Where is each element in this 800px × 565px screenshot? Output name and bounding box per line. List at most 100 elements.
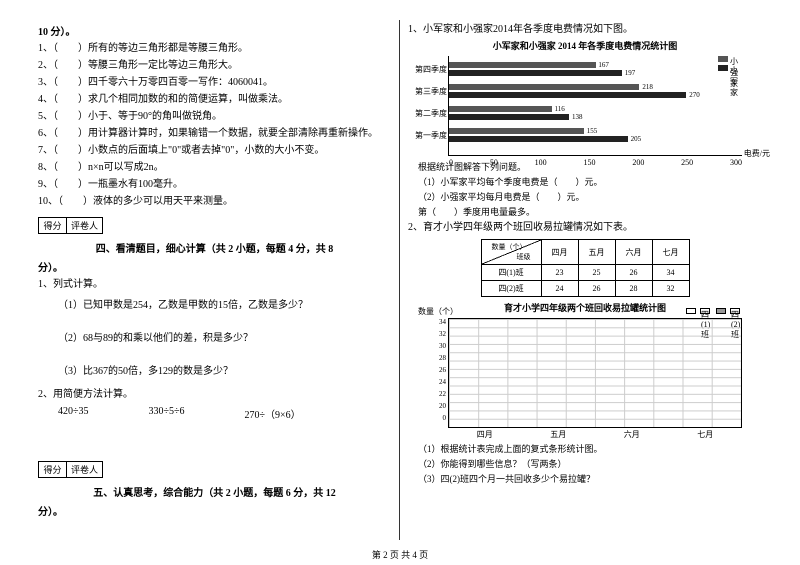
- calc-row: 420÷35 330÷5÷6 270÷（9×6）: [38, 406, 391, 421]
- bar-label: 第三季度: [411, 86, 447, 97]
- bar: [449, 114, 569, 120]
- score-box: 得分 评卷人: [38, 217, 103, 234]
- bar: [449, 84, 639, 90]
- grid-y-tick: 32: [430, 330, 446, 338]
- bar-value: 270: [689, 91, 700, 99]
- bar-value: 167: [598, 61, 609, 69]
- calc-c: 270÷（9×6）: [244, 406, 300, 421]
- table-header: 七月: [652, 240, 689, 265]
- bar-label: 第四季度: [411, 64, 447, 75]
- data-table: 数量（个）班级四月五月六月七月四(1)班23252634四(2)班2426283…: [481, 239, 690, 297]
- chart-title: 小军家和小强家 2014 年各季度电费情况统计图: [408, 39, 762, 52]
- x-tick: 50: [490, 158, 498, 167]
- grid-x-tick: 五月: [550, 429, 566, 440]
- judge-list: 1、（ ）所有的等边三角形都是等腰三角形。 2、（ ）等腰三角形一定比等边三角形大…: [38, 41, 391, 209]
- x-tick: 200: [632, 158, 644, 167]
- q1-title: 1、列式计算。: [38, 277, 391, 292]
- right-column: 1、小军家和小强家2014年各季度电费情况如下图。 小军家和小强家 2014 年…: [400, 20, 770, 540]
- calc-a: 420÷35: [58, 406, 89, 421]
- legend-swatch-a: [718, 56, 728, 62]
- legend-b: 小军家: [730, 65, 740, 71]
- x-tick: 100: [535, 158, 547, 167]
- sub1c: 第（ ）季度用电量最多。: [418, 205, 762, 218]
- grid-legend-a: 四(1)班: [700, 308, 710, 314]
- grid-x-tick: 四月: [477, 429, 493, 440]
- page-footer: 第 2 页 共 4 页: [0, 548, 800, 561]
- bar-value: 116: [554, 105, 564, 113]
- grader-cell-2: 评卷人: [67, 462, 102, 477]
- x-tick: 250: [681, 158, 693, 167]
- table-cell: 26: [578, 281, 615, 297]
- judge-item: 6、（ ）用计算器计算时，如果输错一个数据，就要全部清除再重新操作。: [38, 126, 391, 141]
- judge-item: 2、（ ）等腰三角形一定比等边三角形大。: [38, 58, 391, 73]
- bar: [449, 128, 584, 134]
- bar-value: 205: [631, 135, 642, 143]
- x-axis: 0 50 100 150 200 250 300: [449, 158, 742, 167]
- table-header: 六月: [615, 240, 652, 265]
- table-cell: 34: [652, 265, 689, 281]
- sub1b: （2）小强家平均每月电费是（ ）元。: [418, 190, 762, 203]
- section-5-title: 五、认真思考，综合能力（共 2 小题，每题 6 分，共 12: [38, 484, 391, 499]
- q1a: （1）已知甲数是254，乙数是甲数的15倍，乙数是多少？: [38, 296, 391, 311]
- grid-y-tick: 22: [430, 390, 446, 398]
- judge-item: 10、（ ）液体的多少可以用天平来测量。: [38, 194, 391, 209]
- judge-item: 1、（ ）所有的等边三角形都是等腰三角形。: [38, 41, 391, 56]
- chart-legend: 小强家 小军家: [718, 54, 742, 72]
- table-cell: 23: [541, 265, 578, 281]
- left-column: 10 分）。 1、（ ）所有的等边三角形都是等腰三角形。 2、（ ）等腰三角形一定…: [30, 20, 400, 540]
- q2-title: 2、用简便方法计算。: [38, 387, 391, 402]
- grid-y-tick: 28: [430, 354, 446, 362]
- section-4-end: 分）。: [38, 259, 391, 274]
- sub2c: （3）四(2)班四个月一共回收多少个易拉罐？: [418, 472, 762, 485]
- grid-legend-swatch-a: [686, 308, 696, 314]
- legend-swatch-b: [718, 65, 728, 71]
- table-header: 四月: [541, 240, 578, 265]
- grid-x-tick: 六月: [624, 429, 640, 440]
- table-row-name: 四(2)班: [481, 281, 541, 297]
- bar-value: 218: [642, 83, 653, 91]
- grid-x-tick: 七月: [697, 429, 713, 440]
- grid-x-axis: 四月 五月 六月 七月: [448, 429, 742, 440]
- grid-legend-swatch-b: [716, 308, 726, 314]
- table-cell: 24: [541, 281, 578, 297]
- grid-y-tick: 30: [430, 342, 446, 350]
- bar: [449, 92, 686, 98]
- score-cell-2: 得分: [39, 462, 67, 477]
- bar-value: 197: [625, 69, 636, 77]
- x-tick: 300: [730, 158, 742, 167]
- section-4-title: 四、看清题目，细心计算（共 2 小题，每题 4 分，共 8: [38, 240, 391, 255]
- grid-y-tick: 20: [430, 402, 446, 410]
- calc-b: 330÷5÷6: [149, 406, 185, 421]
- x-tick: 0: [449, 158, 453, 167]
- score-cell: 得分: [39, 218, 67, 233]
- table-row-name: 四(1)班: [481, 265, 541, 281]
- sub2b: （2）你能得到哪些信息？（写两条）: [418, 457, 762, 470]
- judge-item: 7、（ ）小数点的后面填上"0"或者去掉"0"，小数的大小不变。: [38, 143, 391, 158]
- table-cell: 26: [615, 265, 652, 281]
- legend-a: 小强家: [730, 56, 740, 62]
- bar: [449, 70, 622, 76]
- r-q2: 2、育才小学四年级两个班回收易拉罐情况如下表。: [408, 220, 762, 235]
- table-header: 五月: [578, 240, 615, 265]
- grid-y-tick: 34: [430, 318, 446, 326]
- bar: [449, 136, 628, 142]
- judge-item: 9、（ ）一瓶墨水有100毫升。: [38, 177, 391, 192]
- grid-chart: 数量（个） 四(1)班 四(2)班 34323028262422200 四月五月…: [448, 318, 742, 428]
- score-heading: 10 分）。: [38, 23, 391, 38]
- table-cell: 32: [652, 281, 689, 297]
- bar-value: 138: [572, 113, 583, 121]
- x-tick: 150: [583, 158, 595, 167]
- grid-y-tick: 26: [430, 366, 446, 374]
- grader-cell: 评卷人: [67, 218, 102, 233]
- x-axis-label: 电费/元: [744, 148, 770, 159]
- grid-legend-b: 四(2)班: [730, 308, 740, 314]
- q1c: （3）比367的50倍，多129的数是多少？: [38, 362, 391, 377]
- bar: [449, 106, 552, 112]
- grid-legend: 四(1)班 四(2)班: [684, 306, 742, 315]
- sub1a: （1）小军家平均每个季度电费是（ ）元。: [418, 175, 762, 188]
- grid-y-tick: 0: [430, 414, 446, 422]
- table-diag: 数量（个）班级: [481, 240, 541, 265]
- q1b: （2）68与89的和乘以他们的差，积是多少？: [38, 329, 391, 344]
- bar: [449, 62, 596, 68]
- grid-area: [448, 318, 742, 428]
